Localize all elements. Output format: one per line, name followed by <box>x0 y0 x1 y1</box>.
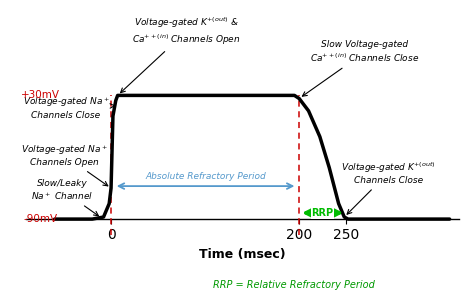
Text: Slow Voltage-gated
Ca$^{++(in)}$ Channels Close: Slow Voltage-gated Ca$^{++(in)}$ Channel… <box>302 40 419 96</box>
Text: RRP: RRP <box>311 208 334 218</box>
Text: Absolute Refractory Period: Absolute Refractory Period <box>145 172 266 181</box>
Text: Slow/Leaky
Na$^+$ Channel: Slow/Leaky Na$^+$ Channel <box>31 179 99 216</box>
Text: Voltage-gated Na$^+$
Channels Open: Voltage-gated Na$^+$ Channels Open <box>21 143 108 186</box>
Text: RRP = Relative Refractory Period: RRP = Relative Refractory Period <box>213 280 375 290</box>
Text: Voltage-gated K$^{+(out)}$ &
Ca$^{++(in)}$ Channels Open: Voltage-gated K$^{+(out)}$ & Ca$^{++(in)… <box>120 16 241 93</box>
Text: -90mV: -90mV <box>24 214 58 224</box>
X-axis label: Time (msec): Time (msec) <box>200 248 286 261</box>
Text: Voltage-gated K$^{+(out)}$
Channels Close: Voltage-gated K$^{+(out)}$ Channels Clos… <box>341 160 436 214</box>
Text: Voltage-gated Na$^+$
Channels Close: Voltage-gated Na$^+$ Channels Close <box>23 96 115 120</box>
Text: +30mV: +30mV <box>21 91 60 100</box>
